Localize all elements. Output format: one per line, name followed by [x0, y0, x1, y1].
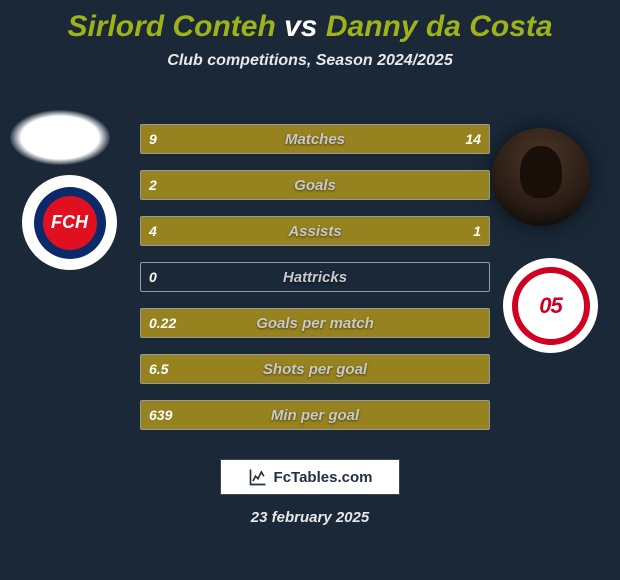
stat-label: Shots per goal: [141, 355, 489, 383]
stat-label: Goals per match: [141, 309, 489, 337]
chart-icon: [248, 467, 268, 487]
stat-row: 0.22Goals per match: [140, 308, 490, 338]
stat-label: Matches: [141, 125, 489, 153]
comparison-title: Sirlord Conteh vs Danny da Costa: [0, 0, 620, 44]
stat-row: 639Min per goal: [140, 400, 490, 430]
footer-date: 23 february 2025: [0, 509, 620, 526]
stat-label: Goals: [141, 171, 489, 199]
subtitle: Club competitions, Season 2024/2025: [0, 52, 620, 70]
player2-club-badge: 05: [503, 258, 598, 353]
player1-avatar: [10, 110, 110, 165]
stat-row: 914Matches: [140, 124, 490, 154]
stats-panel: 914Matches 2Goals 41Assists 0Hattricks 0.22G…: [140, 124, 490, 446]
stat-row: 2Goals: [140, 170, 490, 200]
stat-row: 41Assists: [140, 216, 490, 246]
stat-label: Assists: [141, 217, 489, 245]
player1-name: Sirlord Conteh: [67, 10, 275, 43]
stat-label: Min per goal: [141, 401, 489, 429]
vs-text: vs: [284, 10, 317, 43]
site-badge: FcTables.com: [220, 459, 400, 495]
player2-name: Danny da Costa: [326, 10, 553, 43]
player1-club-badge: FCH: [22, 175, 117, 270]
club-badge-text: FCH: [34, 187, 106, 259]
site-name: FcTables.com: [274, 469, 373, 486]
club-badge-text: 05: [539, 293, 561, 319]
player2-avatar: [492, 128, 590, 226]
stat-row: 6.5Shots per goal: [140, 354, 490, 384]
stat-label: Hattricks: [141, 263, 489, 291]
stat-row: 0Hattricks: [140, 262, 490, 292]
